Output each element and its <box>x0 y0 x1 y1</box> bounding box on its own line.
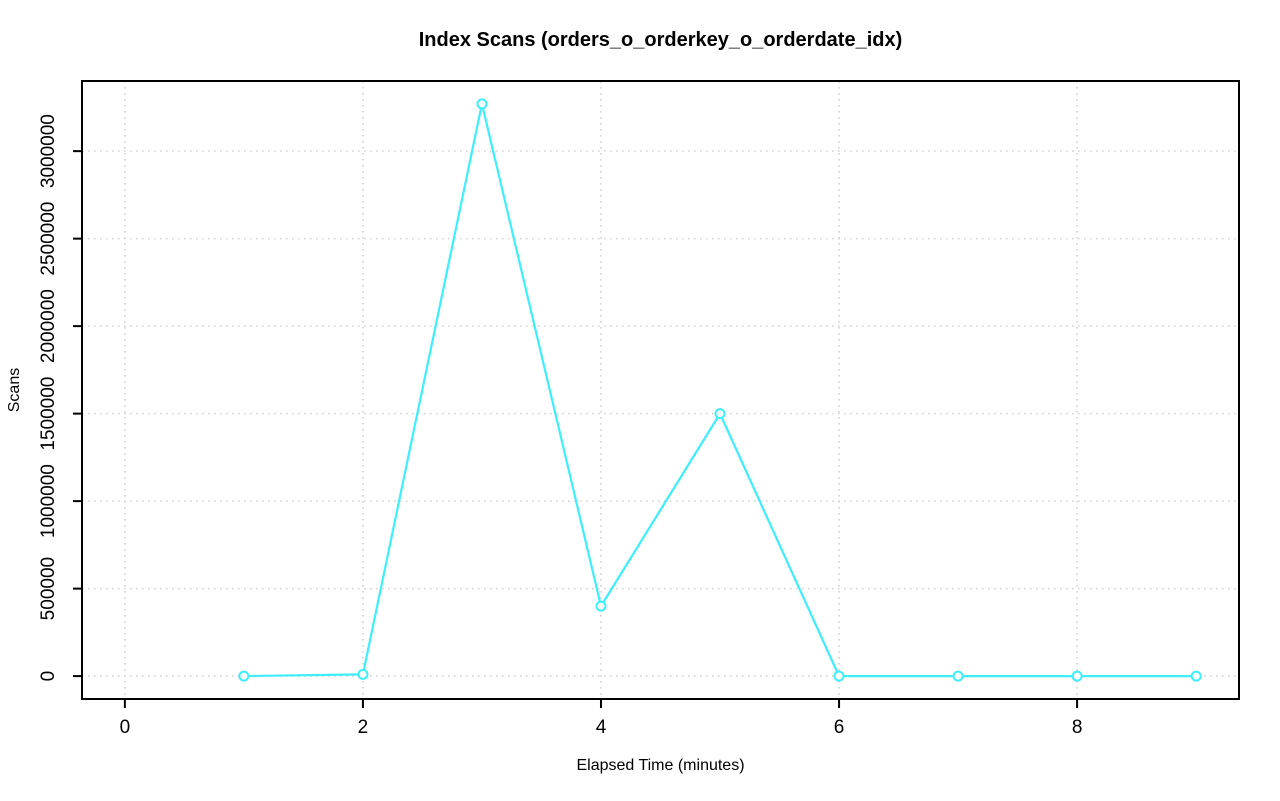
data-point-marker <box>476 98 488 110</box>
data-point-marker <box>595 600 607 612</box>
chart-title: Index Scans (orders_o_orderkey_o_orderda… <box>418 29 903 51</box>
y-axis-tick-label: 3000000 <box>38 114 59 188</box>
y-axis-tick-label: 0 <box>38 671 59 682</box>
data-point-marker <box>1190 670 1202 682</box>
y-axis-tick-label: 1500000 <box>38 377 59 451</box>
y-axis-tick-label: 2000000 <box>38 289 59 363</box>
y-axis-title: Scans <box>6 367 23 413</box>
data-point-marker <box>357 668 369 680</box>
data-point-marker <box>238 670 250 682</box>
y-axis-tick-label: 500000 <box>38 557 59 620</box>
data-point-marker <box>833 670 845 682</box>
plot-border <box>81 80 1240 700</box>
data-point-marker <box>714 408 726 420</box>
x-axis-tick-label: 0 <box>120 717 131 738</box>
x-axis-tick-label: 4 <box>596 717 607 738</box>
x-axis-tick-label: 8 <box>1072 717 1083 738</box>
series-line <box>243 102 1197 678</box>
x-axis-tick-label: 2 <box>358 717 369 738</box>
x-axis-title: Elapsed Time (minutes) <box>576 757 745 774</box>
x-axis-tick-label: 6 <box>834 717 845 738</box>
data-point-marker <box>1071 670 1083 682</box>
y-axis-tick-label: 2500000 <box>38 202 59 276</box>
data-point-marker <box>952 670 964 682</box>
y-axis-tick-label: 1000000 <box>38 464 59 538</box>
